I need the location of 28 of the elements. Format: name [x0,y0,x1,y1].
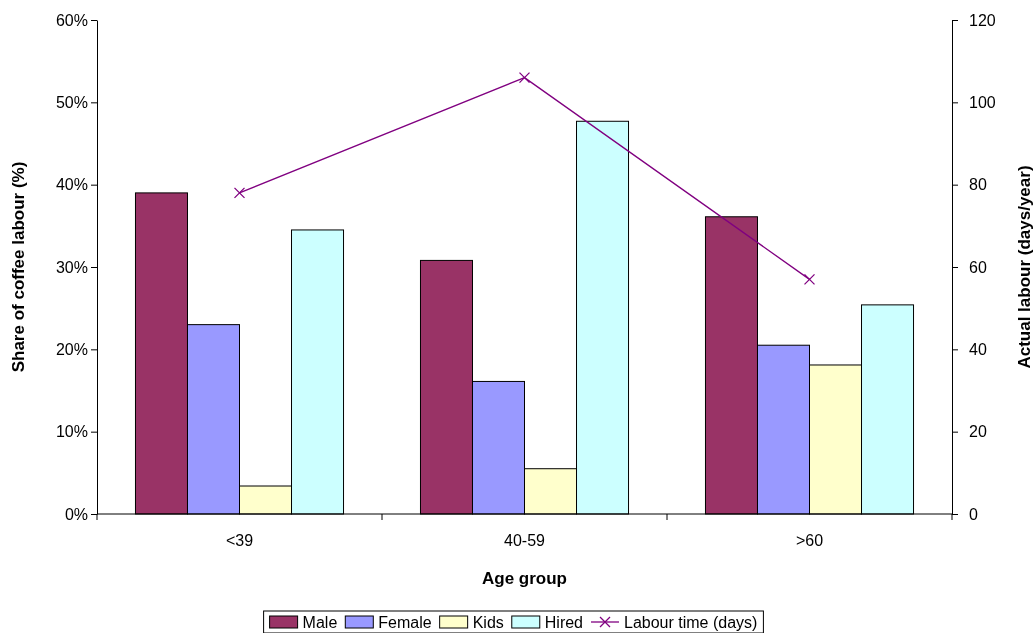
y-axis-title: Share of coffee labour (%) [9,161,28,373]
y-tick-label: 30% [55,258,88,276]
x-tick-label: 40-59 [504,532,546,549]
y-tick-label: 0% [64,505,88,523]
legend-label: Kids [472,614,504,631]
y2-tick-label: 120 [969,11,996,29]
legend-label: Hired [544,614,584,631]
point [518,71,531,84]
legend-label: Male [302,614,338,631]
legend-label: Female [378,614,432,631]
y2-tick-label: 20 [969,423,987,441]
y2-tick-label: 60 [969,258,987,276]
legend-label: Labour time (days) [624,614,758,631]
x-tick-label: <39 [225,532,254,549]
y2-tick-label: 80 [969,176,987,194]
x-tick-label: >60 [795,532,824,549]
x-axis-title: Age group [482,569,567,588]
y-tick-label: 60% [55,11,88,29]
y-tick-label: 50% [55,93,88,111]
y-tick-label: 20% [55,340,88,358]
y-tick-label: 10% [55,423,88,441]
y-tick-label: 40% [55,176,88,194]
y2-axis-title: Actual labour (days/year) [1015,165,1034,369]
y2-tick-label: 100 [969,93,996,111]
point [803,273,816,285]
y2-tick-label: 0 [969,505,978,523]
point [233,187,246,199]
y2-tick-label: 40 [969,340,987,358]
